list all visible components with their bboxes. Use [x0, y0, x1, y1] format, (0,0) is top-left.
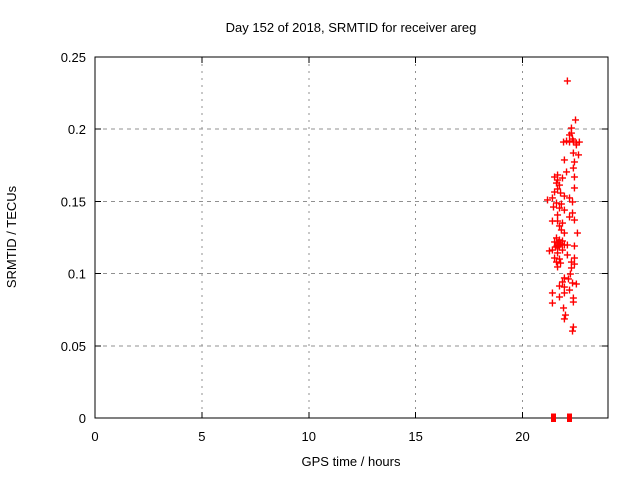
data-point-marker	[570, 216, 578, 224]
data-point-marker	[555, 181, 563, 189]
data-point-marker	[560, 289, 568, 297]
data-point-marker	[561, 311, 569, 319]
data-point-marker	[558, 174, 566, 182]
data-point-marker	[566, 286, 574, 294]
data-point-marker	[572, 116, 580, 124]
data-point-marker	[552, 199, 560, 207]
x-tick-label: 5	[198, 429, 205, 444]
y-tick-label: 0	[79, 411, 86, 426]
data-point-marker	[570, 158, 578, 166]
data-point-marker	[575, 151, 583, 159]
data-point-marker	[560, 315, 568, 323]
data-point-marker	[560, 206, 568, 214]
data-point-marker	[549, 203, 557, 211]
data-point-zero-marker	[568, 413, 573, 422]
data-point-marker	[567, 264, 575, 272]
data-point-marker	[563, 251, 571, 259]
data-point-marker	[566, 194, 574, 202]
data-point-marker	[570, 260, 578, 268]
data-point-zero-marker	[552, 413, 557, 422]
y-tick-label: 0.2	[68, 122, 86, 137]
data-point-marker	[572, 141, 580, 149]
data-point-marker	[566, 131, 574, 139]
data-point-marker	[569, 149, 577, 157]
data-point-marker	[548, 289, 556, 297]
data-point-marker	[557, 259, 565, 267]
x-tick-label: 15	[408, 429, 422, 444]
data-point-marker	[554, 211, 562, 219]
y-tick-label: 0.1	[68, 267, 86, 282]
data-point-marker	[544, 196, 552, 204]
data-point-marker	[563, 77, 571, 85]
data-point-marker	[570, 254, 578, 262]
x-axis-label: GPS time / hours	[302, 454, 401, 469]
data-point-marker	[560, 156, 568, 164]
data-point-marker	[569, 323, 577, 331]
data-point-marker	[570, 184, 578, 192]
x-tick-label: 20	[515, 429, 529, 444]
data-point-marker	[563, 168, 571, 176]
data-point-marker	[554, 263, 562, 271]
data-point-marker	[569, 209, 577, 217]
data-point-marker	[566, 270, 574, 278]
data-point-marker	[557, 189, 565, 197]
data-point-marker	[548, 194, 556, 202]
data-point-marker	[558, 278, 566, 286]
chart-title: Day 152 of 2018, SRMTID for receiver are…	[226, 20, 477, 35]
data-point-marker	[554, 243, 562, 251]
data-point-marker	[551, 254, 559, 262]
data-point-marker	[551, 188, 559, 196]
x-tick-label: 0	[91, 429, 98, 444]
data-point-marker	[563, 241, 571, 249]
data-point-marker	[555, 204, 563, 212]
data-point-marker	[545, 247, 553, 255]
data-point-marker	[569, 298, 577, 306]
data-point-marker	[555, 222, 563, 230]
data-point-marker	[554, 249, 562, 257]
y-tick-label: 0.05	[61, 339, 86, 354]
data-point-marker	[560, 274, 568, 282]
data-point-marker	[552, 258, 560, 266]
data-point-marker	[554, 217, 562, 225]
data-point-marker	[558, 246, 566, 254]
data-points	[544, 77, 583, 422]
data-point-marker	[548, 299, 556, 307]
data-point-marker	[557, 200, 565, 208]
data-point-marker	[569, 327, 577, 335]
data-point-marker	[569, 164, 577, 172]
y-tick-label: 0.15	[61, 194, 86, 209]
tick-labels: 0 5 10 15 20 0 0.05 0.1 0.15 0.2 0.25	[61, 50, 530, 444]
grid-lines	[95, 57, 608, 418]
data-point-marker	[569, 279, 577, 287]
data-point-marker	[572, 280, 580, 288]
x-tick-label: 10	[302, 429, 316, 444]
data-point-marker	[566, 213, 574, 221]
y-axis-label: SRMTID / TECUs	[4, 185, 19, 288]
data-point-marker	[553, 242, 561, 250]
data-point-marker	[573, 229, 581, 237]
data-point-marker	[560, 304, 568, 312]
data-point-marker	[570, 173, 578, 181]
data-point-marker	[569, 198, 577, 206]
data-point-marker	[560, 229, 568, 237]
y-tick-label: 0.25	[61, 50, 86, 65]
data-point-marker	[560, 192, 568, 200]
data-point-marker	[555, 293, 563, 301]
plot-border	[94, 56, 609, 419]
data-point-marker	[566, 138, 574, 146]
data-point-marker	[560, 283, 568, 291]
data-point-marker	[564, 275, 572, 283]
data-point-marker	[555, 282, 563, 290]
data-point-marker	[570, 242, 578, 250]
axes	[94, 56, 609, 419]
